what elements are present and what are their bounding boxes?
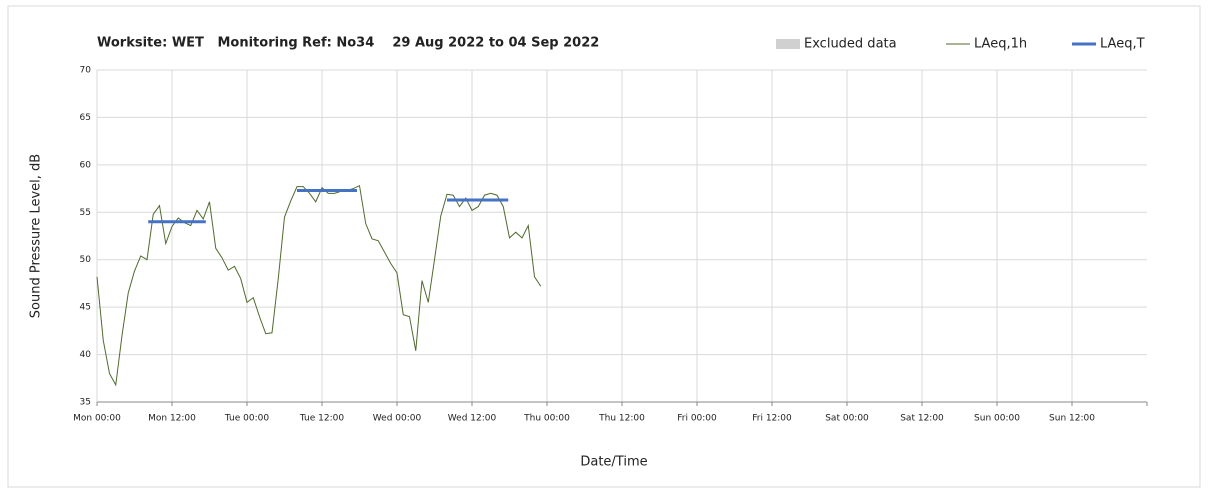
x-axis-label: Date/Time <box>580 455 647 470</box>
y-tick-label: 70 <box>80 66 92 76</box>
x-tick-label: Mon 12:00 <box>148 414 196 424</box>
x-tick-label: Wed 00:00 <box>373 414 422 424</box>
y-tick-label: 60 <box>80 160 92 170</box>
y-tick-label: 50 <box>80 255 92 265</box>
legend-label: Excluded data <box>804 37 897 52</box>
y-tick-label: 35 <box>80 398 91 408</box>
x-tick-label: Tue 00:00 <box>224 414 269 424</box>
legend-label: LAeq,1h <box>974 37 1027 52</box>
y-tick-label: 65 <box>80 113 91 123</box>
x-tick-label: Sun 00:00 <box>974 414 1020 424</box>
x-tick-label: Tue 12:00 <box>299 414 344 424</box>
x-tick-label: Thu 12:00 <box>598 414 645 424</box>
x-tick-label: Wed 12:00 <box>448 414 497 424</box>
y-axis-label: Sound Pressure Level, dB <box>29 154 44 318</box>
legend-swatch <box>776 39 800 49</box>
x-tick-label: Sun 12:00 <box>1049 414 1095 424</box>
y-tick-label: 40 <box>80 350 92 360</box>
x-tick-label: Fri 00:00 <box>677 414 717 424</box>
chart-border <box>7 5 1201 488</box>
chart-title: Worksite: WET Monitoring Ref: No34 29 Au… <box>97 36 599 51</box>
y-tick-label: 55 <box>80 208 91 218</box>
x-tick-label: Sat 12:00 <box>900 414 944 424</box>
x-tick-label: Fri 12:00 <box>752 414 792 424</box>
x-tick-label: Mon 00:00 <box>73 414 121 424</box>
y-tick-label: 45 <box>80 303 91 313</box>
legend-label: LAeq,T <box>1100 37 1145 52</box>
x-tick-label: Thu 00:00 <box>523 414 570 424</box>
x-tick-label: Sat 00:00 <box>825 414 869 424</box>
